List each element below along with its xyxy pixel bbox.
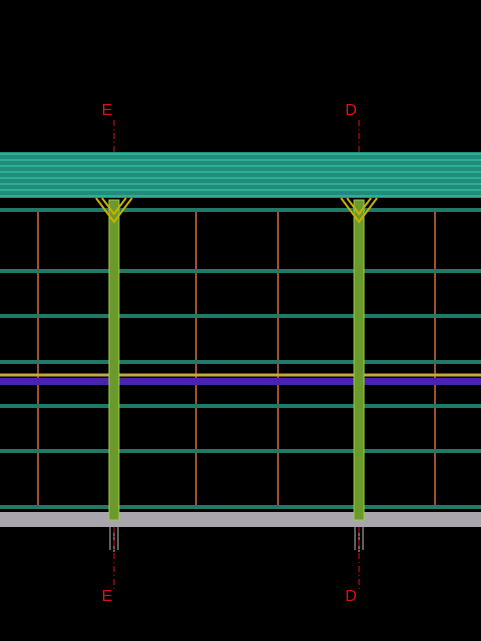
rails [0, 208, 481, 509]
upper-band [0, 152, 481, 198]
axis-label: D [345, 588, 357, 605]
purple-pipe [0, 378, 481, 385]
axis-label: E [102, 588, 113, 605]
studs [37, 212, 436, 505]
axis-label: E [102, 102, 113, 119]
axis-label: D [345, 102, 357, 119]
braces [95, 197, 378, 224]
columns [108, 199, 365, 521]
axis-lines [113, 120, 360, 590]
slab [0, 512, 481, 527]
